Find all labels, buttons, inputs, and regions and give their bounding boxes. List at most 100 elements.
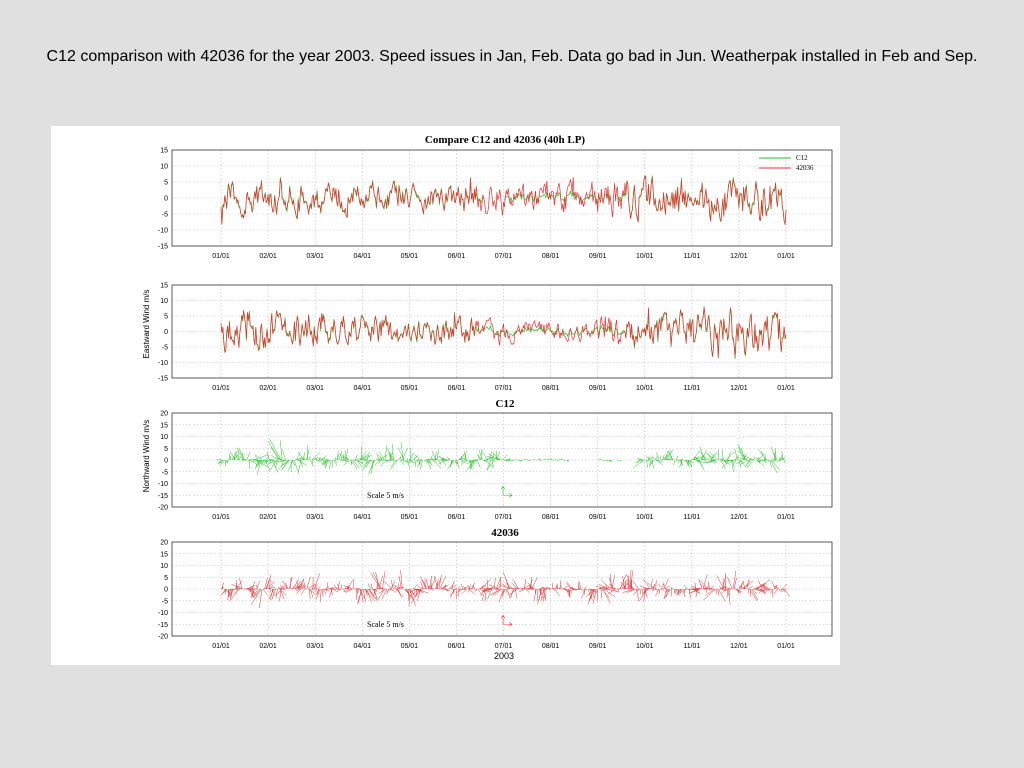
panel4-vectors xyxy=(220,570,791,609)
panel3-ytick-label: 0 xyxy=(164,458,168,465)
panel3-ytick-label: 5 xyxy=(164,446,168,453)
panel4-xtick-label: 02/01 xyxy=(259,643,277,650)
panel1-xtick-label: 11/01 xyxy=(683,253,700,260)
panel4-ytick-label: -15 xyxy=(158,622,168,629)
panel3-scale-arrow xyxy=(500,485,513,498)
panel2-xtick-label: 02/01 xyxy=(259,385,277,392)
panel3-ytick-label: -15 xyxy=(158,493,168,500)
panel1-ylabel: Eastward Wind m/s xyxy=(142,290,151,359)
panel4-ytick-label: -20 xyxy=(158,634,168,641)
panel3-ytick-label: 10 xyxy=(160,434,168,441)
panel1-xtick-label: 12/01 xyxy=(730,253,748,260)
panel4-scale-arrow xyxy=(500,614,513,627)
panel4-xtick-label: 10/01 xyxy=(636,643,654,650)
panel2-xtick-label: 09/01 xyxy=(589,385,607,392)
panel2-xtick-label: 11/01 xyxy=(683,385,700,392)
panel2-xtick-label: 06/01 xyxy=(448,385,466,392)
panel1-ytick-label: -5 xyxy=(162,212,168,219)
panel1-xtick-label: 08/01 xyxy=(542,253,560,260)
panel3-scale-label: Scale 5 m/s xyxy=(367,491,404,500)
panel1-ytick-label: 15 xyxy=(160,148,168,155)
panel4-xtick-label: 09/01 xyxy=(589,643,607,650)
panel4-ytick-label: 5 xyxy=(164,575,168,582)
panel4-ytick-label: -10 xyxy=(158,610,168,617)
panel4-ytick-label: 10 xyxy=(160,563,168,570)
panel2-xtick-label: 12/01 xyxy=(730,385,748,392)
figure: Compare C12 and 42036 (40h LP) 15 10 5 0 -5 -… xyxy=(51,126,840,665)
panel2-frame xyxy=(171,284,833,379)
panel2-ytick-label: 0 xyxy=(164,329,168,336)
panel4-xtick-label: 11/01 xyxy=(683,643,700,650)
panel3-title: C12 xyxy=(496,398,515,410)
panel3-ytick-label: -10 xyxy=(158,481,168,488)
panel4-xtick-label: 04/01 xyxy=(353,643,371,650)
panel4-frame xyxy=(171,541,833,637)
panel1-xtick-label: 07/01 xyxy=(495,253,513,260)
panel4-xtick-label: 01/01 xyxy=(777,643,795,650)
panel4-xtick-label: 01/01 xyxy=(212,643,230,650)
panel3-ytick-label: -5 xyxy=(162,469,168,476)
panel4-xtick-label: 03/01 xyxy=(306,643,324,650)
panel1-xtick-label: 01/01 xyxy=(777,253,795,260)
c12-vector-panel: 20 15 10 5 0 -5 -10 -15 -20 01/01 02/01 03/01 04/01 0… xyxy=(158,411,833,521)
panel3-vectors xyxy=(216,438,786,475)
panel2-ytick-label: 10 xyxy=(160,298,168,305)
panel4-ytick-label: 20 xyxy=(160,540,168,547)
panel1-series-42036 xyxy=(220,175,787,225)
panel4-xlabel: 2003 xyxy=(494,651,514,661)
panel3-xtick-label: 05/01 xyxy=(401,514,419,521)
legend: C12 42036 xyxy=(759,154,814,172)
panel1-ytick-label: 5 xyxy=(164,180,168,187)
panel4-xtick-label: 06/01 xyxy=(448,643,466,650)
panel2-xtick-label: 07/01 xyxy=(495,385,513,392)
panel3-ytick-label: 15 xyxy=(160,422,168,429)
panel3-xtick-label: 02/01 xyxy=(259,514,277,521)
panel3-xtick-label: 10/01 xyxy=(636,514,654,521)
panel4-ytick-label: -5 xyxy=(162,598,168,605)
panel3-xtick-label: 08/01 xyxy=(542,514,560,521)
panel2-ytick-label: -15 xyxy=(158,376,168,383)
legend-42036-label: 42036 xyxy=(796,164,814,172)
panel1-ytick-label: 10 xyxy=(160,164,168,171)
panel1-frame xyxy=(171,149,833,247)
panel3-xtick-label: 04/01 xyxy=(353,514,371,521)
panel1-xtick-label: 03/01 xyxy=(306,253,324,260)
panel2-xtick-label: 10/01 xyxy=(636,385,654,392)
panel3-xtick-label: 01/01 xyxy=(212,514,230,521)
panel1-xtick-label: 10/01 xyxy=(636,253,654,260)
panel4-ytick-label: 0 xyxy=(164,587,168,594)
panel2-xtick-label: 01/01 xyxy=(212,385,230,392)
panel1-ytick-label: -10 xyxy=(158,228,168,235)
panel1-ytick-label: -15 xyxy=(158,244,168,251)
panel4-scale-label: Scale 5 m/s xyxy=(367,620,404,629)
panel2-series-42036 xyxy=(220,307,787,359)
panel4-xtick-label: 05/01 xyxy=(401,643,419,650)
panel4-xtick-label: 07/01 xyxy=(495,643,513,650)
panel4-xtick-label: 12/01 xyxy=(730,643,748,650)
eastward-wind-panel: 15 10 5 0 -5 -10 -15 01/01 02/01 03/01 04/01 05/01 0… xyxy=(158,148,833,260)
panel1-xtick-label: 02/01 xyxy=(259,253,277,260)
panel2-ytick-label: 15 xyxy=(160,283,168,290)
panel1-title: Compare C12 and 42036 (40h LP) xyxy=(425,134,586,146)
panel4-ytick-label: 15 xyxy=(160,551,168,558)
panel1-xtick-label: 04/01 xyxy=(353,253,371,260)
panel3-xtick-label: 12/01 xyxy=(730,514,748,521)
panel1-ytick-label: 0 xyxy=(164,196,168,203)
panel1-xtick-label: 09/01 xyxy=(589,253,607,260)
panel4-xtick-label: 08/01 xyxy=(542,643,560,650)
panel1-xtick-label: 01/01 xyxy=(212,253,230,260)
panel2-xtick-label: 01/01 xyxy=(777,385,795,392)
panel3-ytick-label: -20 xyxy=(158,505,168,512)
panel3-xtick-label: 03/01 xyxy=(306,514,324,521)
panel3-frame xyxy=(171,412,833,508)
panel3-xtick-label: 06/01 xyxy=(448,514,466,521)
panel4-title: 42036 xyxy=(491,527,519,539)
panel3-xtick-label: 07/01 xyxy=(495,514,513,521)
figure-svg: Compare C12 and 42036 (40h LP) 15 10 5 0 -5 -… xyxy=(142,134,833,661)
panel3-xtick-label: 09/01 xyxy=(589,514,607,521)
northward-wind-panel: 15 10 5 0 -5 -10 -15 01/01 02/01 03/01 04/01 05/01 0… xyxy=(158,283,833,392)
panel2-xtick-label: 04/01 xyxy=(353,385,371,392)
panel2-ytick-label: -10 xyxy=(158,360,168,367)
panel2-ylabel: Northward Wind m/s xyxy=(142,420,151,492)
panel1-xtick-label: 06/01 xyxy=(448,253,466,260)
